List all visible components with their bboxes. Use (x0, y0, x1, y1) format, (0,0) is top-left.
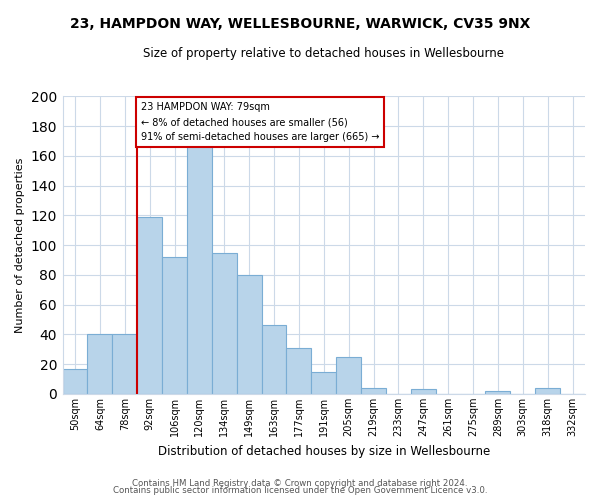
Bar (237, 275, 262, 394)
Bar (485, 391, 511, 394)
Bar (112, 334, 137, 394)
Bar (137, 217, 162, 394)
Bar (212, 252, 237, 394)
Bar (411, 390, 436, 394)
Text: 23, HAMPDON WAY, WELLESBOURNE, WARWICK, CV35 9NX: 23, HAMPDON WAY, WELLESBOURNE, WARWICK, … (70, 18, 530, 32)
Bar (62, 368, 88, 394)
Bar (336, 356, 361, 394)
Bar (535, 388, 560, 394)
Bar (88, 334, 112, 394)
Bar (162, 257, 187, 394)
Text: Contains HM Land Registry data © Crown copyright and database right 2024.: Contains HM Land Registry data © Crown c… (132, 478, 468, 488)
Bar (286, 348, 311, 394)
Bar (187, 146, 212, 394)
Y-axis label: Number of detached properties: Number of detached properties (15, 158, 25, 333)
Bar (262, 326, 286, 394)
Title: Size of property relative to detached houses in Wellesbourne: Size of property relative to detached ho… (143, 48, 505, 60)
X-axis label: Distribution of detached houses by size in Wellesbourne: Distribution of detached houses by size … (158, 444, 490, 458)
Text: 23 HAMPDON WAY: 79sqm
← 8% of detached houses are smaller (56)
91% of semi-detac: 23 HAMPDON WAY: 79sqm ← 8% of detached h… (141, 102, 379, 142)
Text: Contains public sector information licensed under the Open Government Licence v3: Contains public sector information licen… (113, 486, 487, 495)
Bar (311, 372, 336, 394)
Bar (361, 388, 386, 394)
